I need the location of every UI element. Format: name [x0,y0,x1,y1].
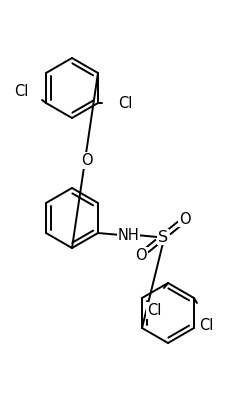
Text: Cl: Cl [199,318,213,333]
Text: Cl: Cl [118,96,132,110]
Text: S: S [158,229,168,245]
Text: Cl: Cl [14,83,28,98]
Text: O: O [81,153,93,168]
Text: NH: NH [118,227,139,243]
Text: O: O [179,212,191,227]
Text: Cl: Cl [147,303,161,318]
Text: O: O [135,247,147,262]
